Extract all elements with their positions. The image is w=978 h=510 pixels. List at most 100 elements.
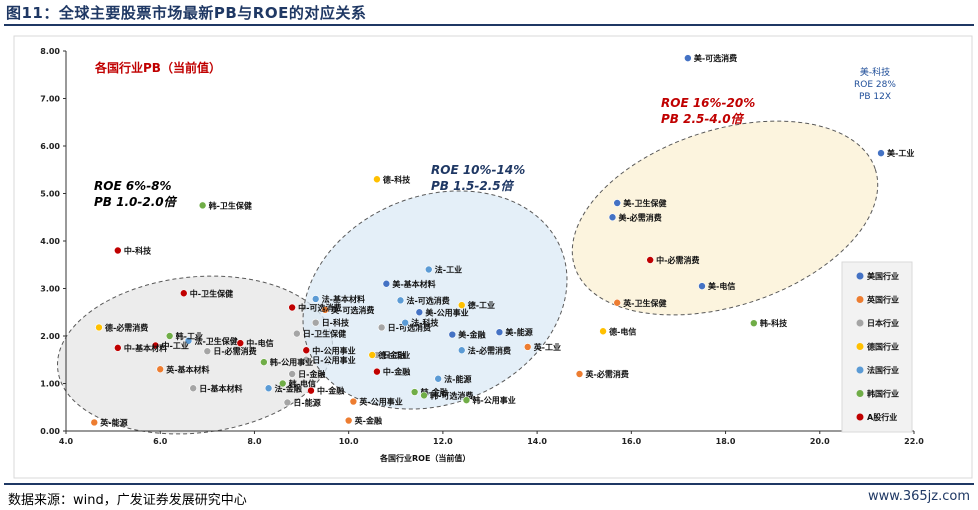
data-point: [198, 201, 207, 210]
data-point: [523, 343, 532, 351]
data-point: [457, 346, 466, 355]
point-label: 法-能源: [444, 374, 471, 384]
data-point: [750, 319, 758, 327]
data-point: [349, 397, 358, 406]
point-label: 法-工业: [435, 265, 462, 275]
point-label: 中-可选消费: [298, 303, 341, 313]
data-point: [613, 298, 622, 307]
x-tick-label: 16.0: [621, 437, 641, 446]
point-label: 英-卫生保健: [622, 298, 666, 308]
data-point: [613, 199, 622, 207]
point-label: 美-必需消费: [618, 212, 661, 222]
legend-label: A股行业: [867, 412, 897, 422]
point-label: 韩-可选消费: [430, 390, 473, 400]
data-point: [373, 175, 381, 184]
cluster-ellipses: [57, 120, 879, 435]
chart-title: 各国行业PB（当前值）: [94, 60, 221, 75]
annotation-us-tech-pb: PB 12X: [859, 92, 891, 102]
data-point: [288, 370, 296, 378]
legend-marker: [856, 343, 864, 350]
point-label: 英-可选消费: [330, 305, 374, 315]
legend-label: 日本行业: [867, 318, 899, 328]
point-label: 美-电信: [708, 281, 735, 291]
legend-label: 美国行业: [867, 271, 899, 281]
data-point: [311, 318, 320, 327]
point-label: 美-金融: [458, 330, 485, 340]
legend-marker: [856, 390, 864, 397]
y-tick-label: 7.00: [40, 95, 60, 104]
data-point: [877, 149, 885, 157]
legend-marker: [856, 366, 864, 374]
point-label: 韩-科技: [760, 318, 788, 328]
legend-label: 法国行业: [867, 365, 899, 375]
legend-marker: [856, 413, 864, 421]
data-point: [165, 332, 174, 340]
annotation-pb-high: PB 2.5-4.0倍: [661, 112, 745, 126]
watermark: www.365jz.com: [868, 489, 970, 504]
data-point: [684, 54, 692, 62]
x-tick-label: 10.0: [339, 437, 359, 446]
annotation-roe-high: ROE 16%-20%: [661, 96, 755, 110]
data-point: [462, 396, 471, 404]
data-point: [377, 323, 386, 332]
data-point: [373, 367, 381, 376]
point-label: 美-卫生保健: [623, 198, 666, 208]
scatter-chart: 4.0 6.0 8.0 10.0 12.0 14.0 16.0 18.0 20.0 22.0 0.0…: [13, 35, 973, 479]
annotation-pb-mid: PB 1.5-2.5倍: [431, 179, 515, 193]
point-label: 韩-公用事业: [270, 357, 313, 367]
data-point: [293, 329, 301, 338]
point-label: 美-公用事业: [425, 307, 468, 317]
data-point: [434, 374, 442, 383]
point-label: 英-公用事业: [358, 397, 402, 407]
y-tick-label: 5.00: [40, 190, 60, 199]
data-point: [90, 418, 99, 427]
point-label: 中-卫生保健: [190, 288, 233, 298]
point-label: 中-工业: [162, 341, 189, 351]
data-point: [203, 347, 212, 356]
data-point: [311, 295, 320, 303]
point-label: 德-金融: [378, 350, 405, 360]
chart-border: [13, 35, 973, 479]
x-axis-title: 各国行业ROE（当前值）: [379, 453, 470, 463]
point-label: 法-可选消费: [406, 295, 449, 305]
point-label: 韩-金融: [421, 387, 448, 397]
data-point: [698, 282, 706, 290]
title-rule: [4, 24, 974, 26]
point-label: 韩-工业: [176, 331, 203, 341]
point-label: 日-必需消费: [213, 346, 256, 356]
point-label: 法-必需消费: [468, 345, 511, 355]
data-point: [420, 391, 428, 400]
data-point: [302, 346, 311, 355]
data-point: [288, 303, 296, 312]
data-point: [344, 416, 353, 425]
x-tick-label: 6.0: [153, 437, 168, 446]
point-label: 中-公用事业: [312, 345, 355, 355]
point-label: 德-工业: [468, 300, 495, 310]
data-point: [236, 339, 245, 347]
data-point: [448, 330, 457, 339]
point-label: 日-金融: [298, 369, 325, 379]
data-point: [396, 296, 405, 305]
legend-label: 德国行业: [867, 342, 899, 352]
data-point: [283, 398, 292, 407]
data-point: [368, 351, 377, 359]
legend-marker: [856, 272, 864, 280]
point-label: 英-工业: [533, 342, 561, 352]
point-label: 德-电信: [609, 326, 636, 336]
y-tick-label: 4.00: [40, 237, 60, 246]
x-tick-label: 4.0: [59, 437, 74, 446]
annotation-us-tech-name: 美-科技: [860, 66, 890, 78]
annotation-roe-low: ROE 6%-8%: [94, 179, 172, 193]
annotation-pb-low: PB 1.0-2.0倍: [94, 195, 178, 209]
point-label: 英-能源: [99, 417, 127, 427]
point-label: 英-金融: [354, 416, 382, 426]
point-label: 日-卫生保健: [303, 329, 346, 339]
x-tick-label: 12.0: [433, 437, 453, 446]
point-label: 法-基本材料: [322, 294, 365, 304]
y-tick-label: 6.00: [40, 142, 60, 151]
data-point: [151, 341, 160, 350]
point-label: 法-金融: [275, 383, 302, 393]
data-point: [575, 370, 584, 378]
data-point: [260, 358, 268, 366]
